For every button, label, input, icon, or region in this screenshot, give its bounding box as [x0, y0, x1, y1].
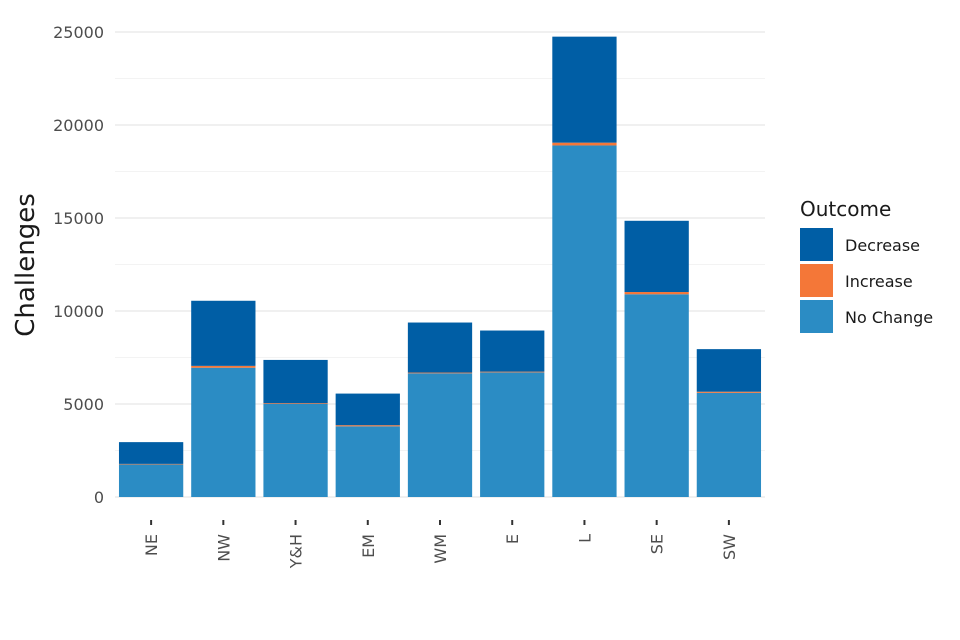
bar-segment-increase — [263, 403, 328, 404]
x-tick-label: Y&H — [287, 534, 306, 569]
legend-items: Decrease Increase No Change — [800, 228, 933, 333]
bar-segment-increase — [552, 142, 617, 146]
x-tick-label: NW — [214, 534, 233, 562]
bar-segment-decrease — [624, 220, 689, 293]
legend-label: Decrease — [845, 236, 920, 255]
x-axis-ticks: NE NW Y&H EM WM E L SE SW — [142, 520, 739, 569]
bar-segment-decrease — [335, 393, 400, 426]
y-tick-label: 25000 — [53, 23, 104, 42]
bar-segment-no-change — [407, 373, 473, 497]
bar-segment-decrease — [480, 330, 545, 372]
bar-segment-no-change — [263, 404, 328, 497]
y-tick-label: 10000 — [53, 302, 104, 321]
bar-segment-decrease — [552, 36, 617, 143]
y-tick-label: 20000 — [53, 116, 104, 135]
bar-segment-increase — [624, 292, 689, 295]
bar-segment-increase — [480, 371, 545, 373]
x-tick-label: WM — [431, 534, 450, 564]
legend-title: Outcome — [800, 197, 891, 221]
legend-swatch — [800, 300, 833, 333]
bar-segment-no-change — [118, 464, 184, 497]
bar-segment-decrease — [263, 359, 328, 404]
bar-segment-increase — [118, 463, 184, 465]
bar-segment-increase — [407, 372, 473, 374]
bar-segment-no-change — [624, 294, 689, 497]
y-tick-label: 0 — [94, 488, 104, 507]
bar-segment-decrease — [696, 349, 762, 392]
y-axis-ticks: 0 5000 10000 15000 20000 25000 — [53, 23, 104, 507]
bar-segment-increase — [335, 425, 400, 427]
legend: Outcome Decrease Increase No Change — [800, 197, 933, 333]
x-tick-label: SE — [648, 534, 667, 554]
x-tick-label: EM — [359, 534, 378, 558]
bar-segment-decrease — [407, 322, 473, 373]
x-tick-label: SW — [720, 534, 739, 560]
bar-segment-no-change — [191, 367, 256, 497]
bar-segment-decrease — [118, 442, 184, 464]
legend-label: No Change — [845, 308, 933, 327]
y-tick-label: 5000 — [63, 395, 104, 414]
bar-segment-decrease — [191, 300, 256, 366]
legend-label: Increase — [845, 272, 913, 291]
y-tick-label: 15000 — [53, 209, 104, 228]
bars — [118, 36, 762, 497]
x-tick-label: NE — [142, 534, 161, 556]
legend-swatch — [800, 228, 833, 261]
bar-segment-no-change — [480, 372, 545, 497]
bar-segment-no-change — [335, 426, 400, 497]
x-tick-label: E — [503, 534, 522, 544]
legend-swatch — [800, 264, 833, 297]
bar-segment-no-change — [696, 392, 762, 497]
bar-segment-increase — [191, 365, 256, 368]
y-axis-title: Challenges — [11, 193, 41, 337]
bar-segment-increase — [696, 391, 762, 393]
x-tick-label: L — [575, 534, 594, 543]
bar-segment-no-change — [552, 145, 617, 497]
